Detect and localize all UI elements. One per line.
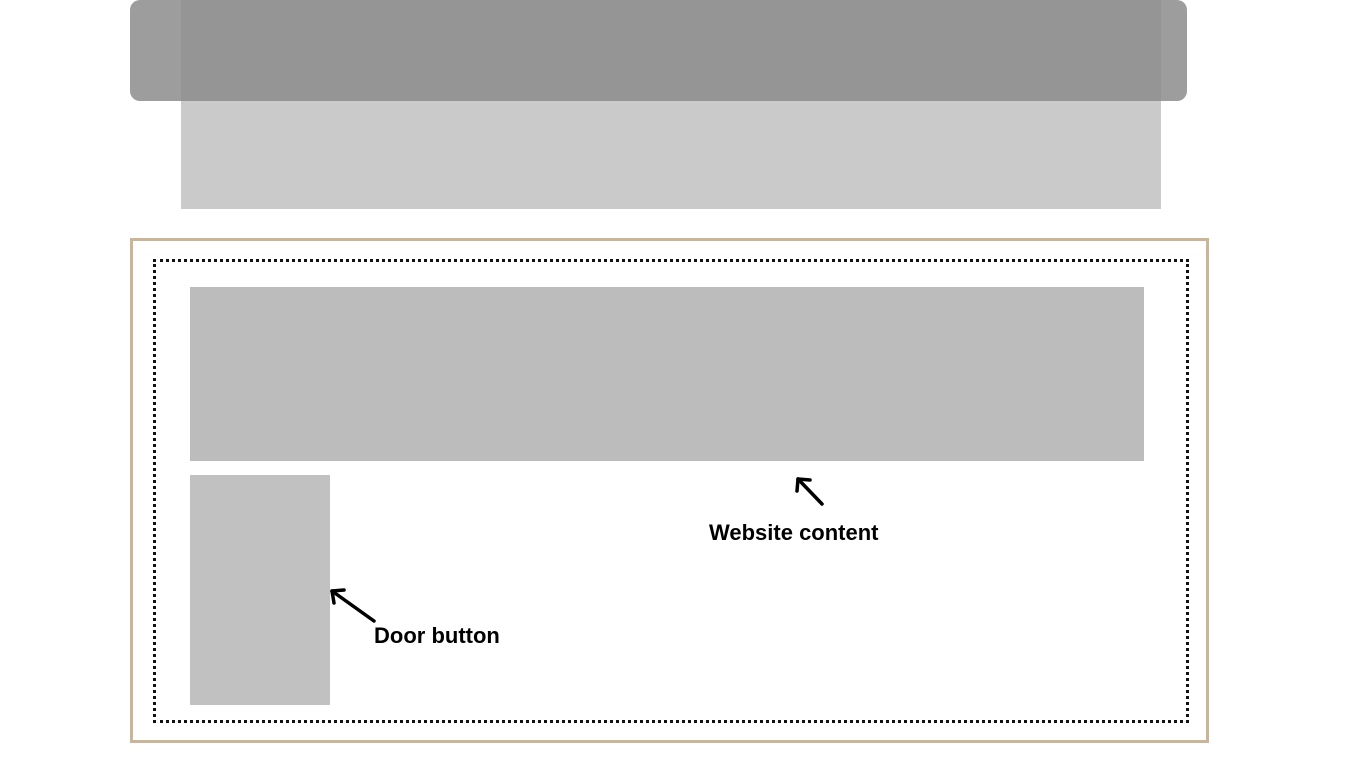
website-content-label: Website content (709, 520, 879, 545)
header-bar-placeholder (130, 0, 1187, 101)
door-button-placeholder[interactable] (190, 475, 330, 705)
door-button-label: Door button (374, 623, 500, 648)
website-content-placeholder (190, 287, 1144, 461)
dotted-content-boundary (153, 259, 1189, 723)
website-frame (130, 238, 1209, 743)
